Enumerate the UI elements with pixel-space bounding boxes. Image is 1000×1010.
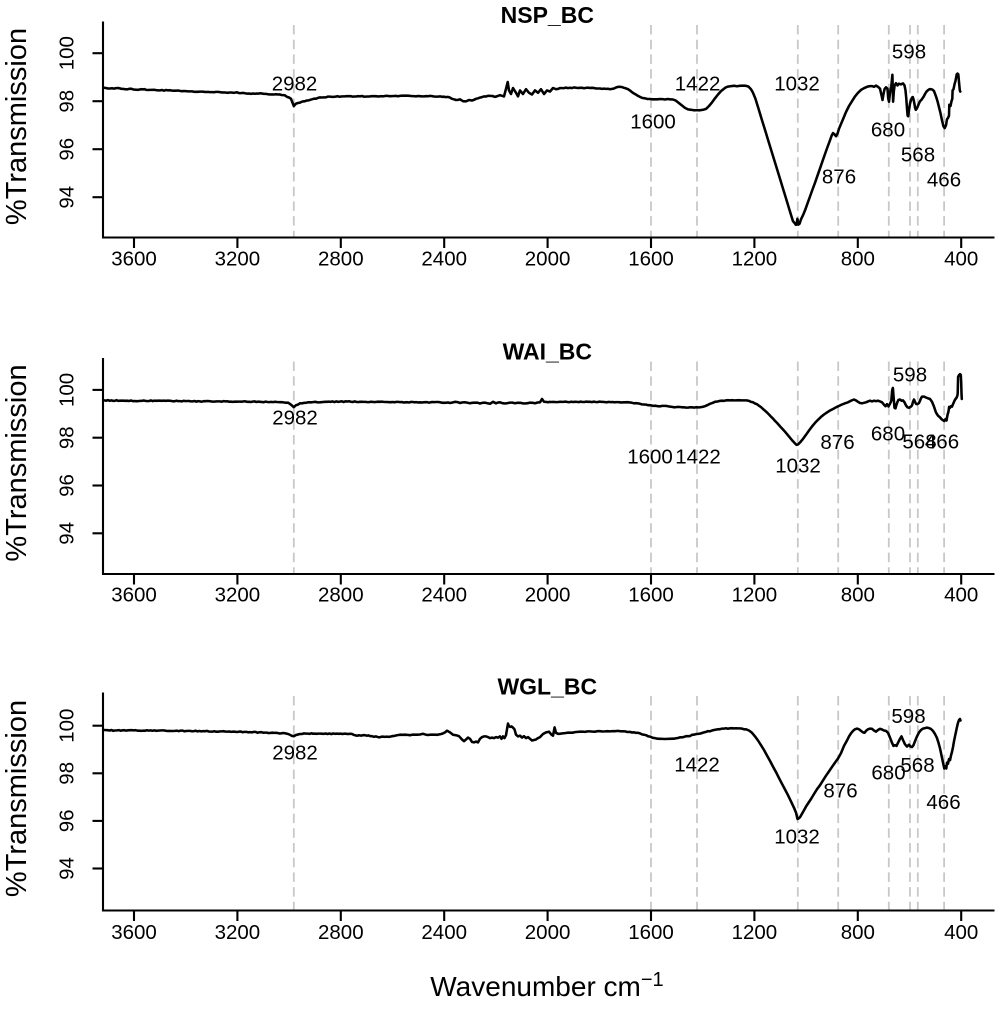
svg-text:100: 100	[56, 36, 79, 70]
svg-text:800: 800	[841, 921, 875, 944]
svg-text:2982: 2982	[272, 73, 318, 96]
svg-text:568: 568	[900, 754, 934, 777]
svg-text:680: 680	[871, 119, 905, 142]
svg-text:680: 680	[871, 423, 905, 446]
svg-text:2400: 2400	[421, 248, 467, 271]
svg-text:98: 98	[56, 90, 79, 113]
svg-text:2000: 2000	[525, 584, 571, 607]
svg-text:94: 94	[56, 522, 79, 545]
svg-text:598: 598	[892, 41, 926, 64]
svg-text:2982: 2982	[272, 407, 318, 430]
svg-text:1600: 1600	[628, 584, 674, 607]
svg-text:568: 568	[901, 144, 935, 167]
svg-text:2000: 2000	[525, 921, 571, 944]
svg-text:2800: 2800	[318, 248, 364, 271]
svg-text:3600: 3600	[111, 584, 157, 607]
svg-text:96: 96	[56, 809, 79, 832]
svg-text:3600: 3600	[111, 248, 157, 271]
svg-text:94: 94	[56, 857, 79, 880]
svg-text:3600: 3600	[111, 921, 157, 944]
svg-text:800: 800	[841, 248, 875, 271]
svg-text:NSP_BC: NSP_BC	[501, 2, 594, 28]
svg-text:400: 400	[944, 248, 978, 271]
svg-text:98: 98	[56, 426, 79, 449]
svg-text:568: 568	[902, 431, 936, 454]
svg-text:2800: 2800	[318, 584, 364, 607]
svg-text:3200: 3200	[215, 248, 261, 271]
svg-text:2000: 2000	[525, 248, 571, 271]
svg-text:466: 466	[926, 791, 960, 814]
svg-text:%Transmission: %Transmission	[1, 28, 33, 225]
svg-text:1032: 1032	[774, 73, 820, 96]
svg-text:400: 400	[944, 921, 978, 944]
svg-text:598: 598	[891, 705, 925, 728]
svg-text:98: 98	[56, 762, 79, 785]
svg-text:1422: 1422	[675, 446, 721, 469]
svg-text:1200: 1200	[732, 921, 778, 944]
svg-text:WGL_BC: WGL_BC	[497, 674, 597, 700]
svg-text:1600: 1600	[628, 921, 674, 944]
svg-text:876: 876	[822, 166, 856, 189]
svg-text:598: 598	[893, 364, 927, 387]
svg-text:1600: 1600	[630, 111, 676, 134]
svg-text:800: 800	[841, 584, 875, 607]
svg-text:2400: 2400	[421, 921, 467, 944]
svg-text:2982: 2982	[272, 742, 318, 765]
svg-text:96: 96	[56, 474, 79, 497]
svg-text:2800: 2800	[318, 921, 364, 944]
svg-text:1200: 1200	[732, 248, 778, 271]
svg-text:96: 96	[56, 138, 79, 161]
svg-text:1600: 1600	[627, 446, 673, 469]
svg-text:876: 876	[823, 780, 857, 803]
svg-text:466: 466	[927, 169, 961, 192]
svg-text:1600: 1600	[628, 248, 674, 271]
svg-text:1032: 1032	[775, 455, 821, 478]
svg-text:680: 680	[871, 762, 905, 785]
svg-text:%Transmission: %Transmission	[1, 700, 33, 897]
svg-text:WAI_BC: WAI_BC	[503, 339, 592, 365]
svg-text:94: 94	[56, 186, 79, 209]
svg-text:1032: 1032	[774, 826, 820, 849]
svg-text:100: 100	[56, 373, 79, 407]
svg-text:Wavenumber cm−1: Wavenumber cm−1	[430, 969, 663, 1002]
svg-text:3200: 3200	[215, 921, 261, 944]
svg-text:466: 466	[925, 431, 959, 454]
svg-text:100: 100	[56, 709, 79, 743]
svg-text:1200: 1200	[732, 584, 778, 607]
svg-text:1422: 1422	[675, 73, 721, 96]
svg-text:2400: 2400	[421, 584, 467, 607]
svg-text:%Transmission: %Transmission	[1, 364, 33, 561]
svg-text:400: 400	[944, 584, 978, 607]
svg-text:876: 876	[820, 431, 854, 454]
svg-text:1422: 1422	[674, 754, 720, 777]
svg-text:3200: 3200	[215, 584, 261, 607]
